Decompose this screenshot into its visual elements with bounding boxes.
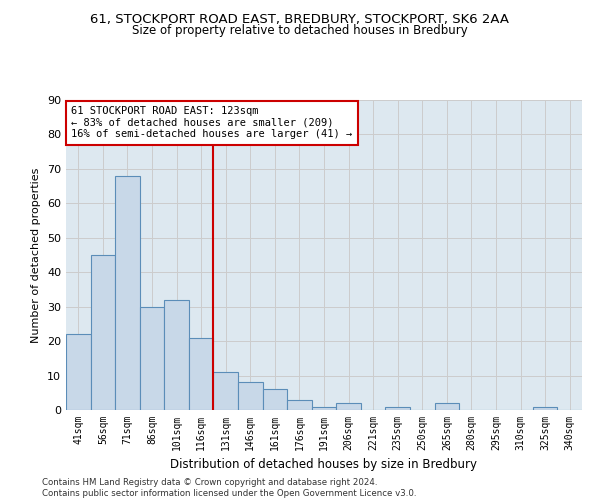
Bar	[66, 334, 91, 410]
Bar	[140, 306, 164, 410]
Bar	[238, 382, 263, 410]
Y-axis label: Number of detached properties: Number of detached properties	[31, 168, 41, 342]
Bar	[164, 300, 189, 410]
Text: 61, STOCKPORT ROAD EAST, BREDBURY, STOCKPORT, SK6 2AA: 61, STOCKPORT ROAD EAST, BREDBURY, STOCK…	[91, 12, 509, 26]
Text: Contains HM Land Registry data © Crown copyright and database right 2024.
Contai: Contains HM Land Registry data © Crown c…	[42, 478, 416, 498]
X-axis label: Distribution of detached houses by size in Bredbury: Distribution of detached houses by size …	[170, 458, 478, 471]
Bar	[91, 255, 115, 410]
Bar	[214, 372, 238, 410]
Bar	[434, 403, 459, 410]
Bar	[385, 406, 410, 410]
Bar	[263, 390, 287, 410]
Bar	[312, 406, 336, 410]
Bar	[533, 406, 557, 410]
Bar	[189, 338, 214, 410]
Bar	[287, 400, 312, 410]
Bar	[115, 176, 140, 410]
Text: 61 STOCKPORT ROAD EAST: 123sqm
← 83% of detached houses are smaller (209)
16% of: 61 STOCKPORT ROAD EAST: 123sqm ← 83% of …	[71, 106, 352, 140]
Text: Size of property relative to detached houses in Bredbury: Size of property relative to detached ho…	[132, 24, 468, 37]
Bar	[336, 403, 361, 410]
